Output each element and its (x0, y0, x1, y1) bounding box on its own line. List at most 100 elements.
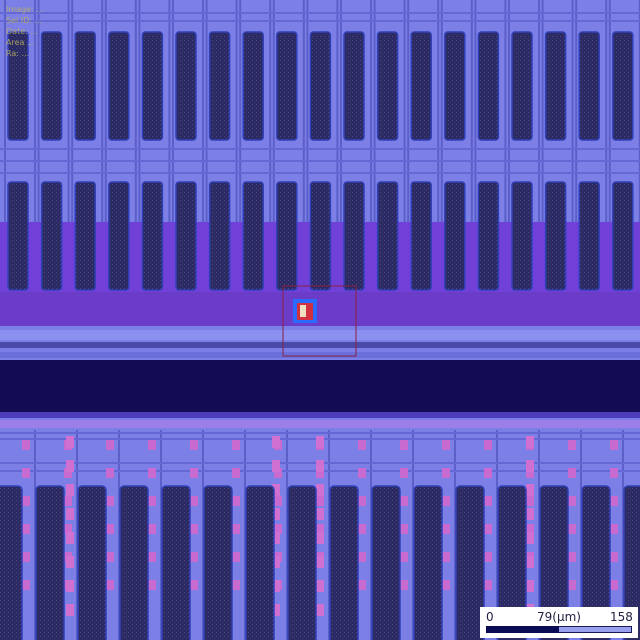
top-cell-upper (512, 32, 532, 140)
pink-contact (22, 440, 30, 450)
bottom-cell (204, 486, 232, 640)
top-cell-lower (579, 182, 599, 290)
bottom-cell (288, 486, 316, 640)
pink-contact (106, 440, 114, 450)
pink-contact (22, 552, 30, 562)
pink-contact (484, 468, 492, 478)
pink-contact (22, 580, 30, 590)
pink-contact (610, 440, 618, 450)
pink-contact (484, 496, 492, 506)
bottom-cell (120, 486, 148, 640)
scale-mid-label: 79(µm) (537, 610, 581, 624)
scale-end-label: 158 (610, 610, 633, 624)
pink-contact (442, 524, 450, 534)
top-cell-lower (42, 182, 62, 290)
bottom-cell (246, 486, 274, 640)
top-cell-lower (243, 182, 263, 290)
bottom-cell (162, 486, 190, 640)
pink-contact (148, 580, 156, 590)
top-cell-upper (176, 32, 196, 140)
top-cell-lower (109, 182, 129, 290)
top-cell-lower (613, 182, 633, 290)
top-cell-lower (142, 182, 162, 290)
pink-contact (190, 496, 198, 506)
pink-contact (22, 468, 30, 478)
pink-contact (442, 496, 450, 506)
pink-contact (190, 440, 198, 450)
top-cell-upper (445, 32, 465, 140)
pink-contact (22, 524, 30, 534)
top-cell-lower (75, 182, 95, 290)
top-cell-upper (310, 32, 330, 140)
top-cell-upper (411, 32, 431, 140)
top-cell-upper (142, 32, 162, 140)
pink-contact (106, 468, 114, 478)
image-info-overlay: Image: ... Sel ID: ... Date: ... Area ..… (6, 4, 44, 59)
info-line-5: Ra: ... (6, 48, 44, 59)
pink-contact (526, 496, 534, 506)
top-cell-lower (445, 182, 465, 290)
pink-contact (274, 496, 282, 506)
pink-contact (400, 496, 408, 506)
pink-contact (568, 580, 576, 590)
top-cell-upper (378, 32, 398, 140)
pink-contact (568, 524, 576, 534)
pink-contact (568, 496, 576, 506)
pink-contact (484, 580, 492, 590)
pink-contact (232, 468, 240, 478)
pink-contact (358, 440, 366, 450)
pink-contact (358, 496, 366, 506)
pink-contact (610, 580, 618, 590)
info-line-1: Image: ... (6, 4, 44, 15)
top-cell-upper (243, 32, 263, 140)
pink-contact (106, 524, 114, 534)
pink-contact (316, 496, 324, 506)
top-cell-upper (613, 32, 633, 140)
pink-contact (610, 524, 618, 534)
info-line-4: Area ... (6, 37, 44, 48)
pink-contact (64, 496, 72, 506)
pink-contact (442, 440, 450, 450)
pink-contact (400, 468, 408, 478)
pink-contact (484, 552, 492, 562)
bottom-cell (78, 486, 106, 640)
pink-contact (484, 440, 492, 450)
pink-contact (232, 552, 240, 562)
scale-bar: 0 79(µm) 158 (480, 607, 638, 638)
pink-contact (568, 468, 576, 478)
pink-contact (400, 440, 408, 450)
bottom-cell (330, 486, 358, 640)
info-line-3: Date: ... (6, 26, 44, 37)
top-cell-lower (310, 182, 330, 290)
top-cell-upper (546, 32, 566, 140)
top-cell-lower (8, 182, 28, 290)
pink-contact (358, 468, 366, 478)
pink-contact (148, 552, 156, 562)
pink-contact (148, 496, 156, 506)
pink-contact (190, 524, 198, 534)
bottom-cell (414, 486, 442, 640)
top-cell-lower (344, 182, 364, 290)
top-cell-upper (478, 32, 498, 140)
pink-contact (232, 524, 240, 534)
pink-contact (232, 580, 240, 590)
pink-contact (232, 496, 240, 506)
top-cell-upper (344, 32, 364, 140)
top-cell-lower (210, 182, 230, 290)
top-cell-upper (277, 32, 297, 140)
top-cell-upper (579, 32, 599, 140)
pink-contact (358, 524, 366, 534)
pink-contact (442, 552, 450, 562)
pink-contact (568, 552, 576, 562)
pink-contact (148, 468, 156, 478)
pink-contact (484, 524, 492, 534)
top-cell-upper (210, 32, 230, 140)
pink-contact (358, 580, 366, 590)
pink-contact (106, 552, 114, 562)
top-cell-lower (378, 182, 398, 290)
top-cell-lower (478, 182, 498, 290)
top-cell-lower (546, 182, 566, 290)
pink-contact (610, 468, 618, 478)
pink-contact (232, 440, 240, 450)
